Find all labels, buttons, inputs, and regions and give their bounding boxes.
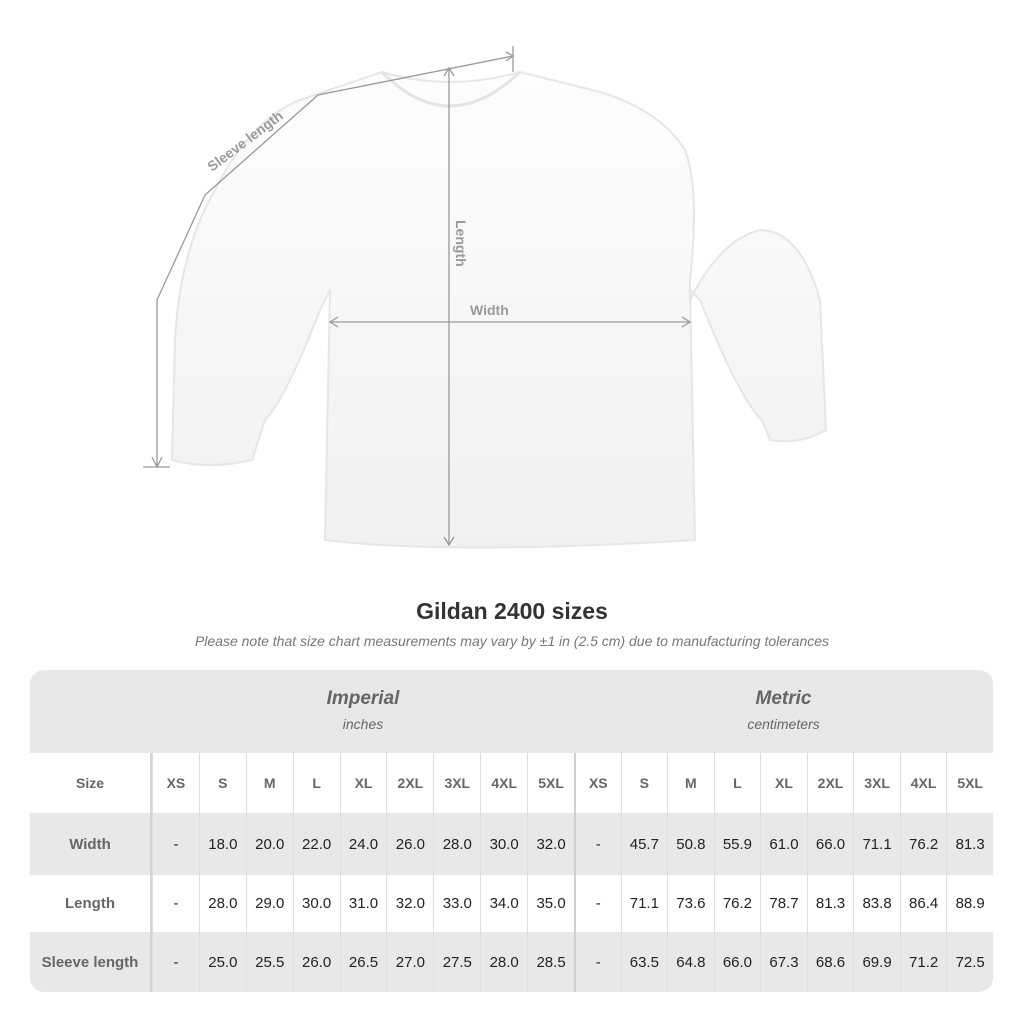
metric-value: 61.0 bbox=[760, 813, 807, 875]
row-label: Length bbox=[30, 875, 152, 932]
imperial-value: 26.5 bbox=[339, 932, 387, 992]
metric-value: 76.2 bbox=[899, 813, 947, 875]
imperial-size-header: 3XL bbox=[433, 753, 480, 813]
metric-unit: centimeters bbox=[747, 716, 820, 732]
imperial-value: 18.0 bbox=[198, 813, 246, 875]
imperial-value: 28.0 bbox=[198, 875, 246, 932]
metric-value: 68.6 bbox=[806, 932, 854, 992]
imperial-value: 28.0 bbox=[433, 813, 480, 875]
imperial-group-header: Imperial inches bbox=[152, 688, 574, 732]
imperial-value: 33.0 bbox=[433, 875, 480, 932]
table-header-band bbox=[30, 670, 993, 753]
metric-value: - bbox=[574, 875, 621, 932]
imperial-value: 28.5 bbox=[527, 932, 574, 992]
metric-size-header: 4XL bbox=[899, 753, 947, 813]
metric-value: 66.0 bbox=[806, 813, 854, 875]
row-label: Size bbox=[30, 753, 152, 813]
metric-value: 81.3 bbox=[806, 875, 854, 932]
width-label: Width bbox=[470, 302, 509, 318]
imperial-value: 27.5 bbox=[433, 932, 480, 992]
shirt-collar bbox=[380, 70, 522, 108]
metric-size-header: 2XL bbox=[806, 753, 854, 813]
imperial-title: Imperial bbox=[326, 688, 400, 709]
metric-value: 78.7 bbox=[760, 875, 807, 932]
metric-value: 45.7 bbox=[620, 813, 668, 875]
length-label: Length bbox=[453, 220, 469, 267]
imperial-value: 32.0 bbox=[527, 813, 574, 875]
metric-value: 72.5 bbox=[946, 932, 993, 992]
metric-value: 63.5 bbox=[620, 932, 668, 992]
metric-size-header: M bbox=[667, 753, 714, 813]
imperial-value: 29.0 bbox=[245, 875, 293, 932]
imperial-value: 31.0 bbox=[339, 875, 387, 932]
imperial-size-header: L bbox=[292, 753, 340, 813]
metric-value: 67.3 bbox=[760, 932, 807, 992]
imperial-value: 35.0 bbox=[527, 875, 574, 932]
metric-value: 71.1 bbox=[620, 875, 668, 932]
row-label: Sleeve length bbox=[30, 932, 152, 992]
metric-size-header: L bbox=[713, 753, 761, 813]
metric-value: - bbox=[574, 932, 621, 992]
imperial-value: 25.0 bbox=[198, 932, 246, 992]
metric-value: 64.8 bbox=[667, 932, 714, 992]
metric-value: 83.8 bbox=[853, 875, 900, 932]
metric-value: 71.1 bbox=[853, 813, 900, 875]
shirt-body bbox=[170, 70, 828, 549]
metric-title: Metric bbox=[755, 688, 812, 709]
table-row: Width -18.0 20.0 22.0 24.0 26.0 28.0 30.0 32.0-4… bbox=[30, 813, 993, 875]
imperial-value: 28.0 bbox=[480, 932, 527, 992]
imperial-value: 22.0 bbox=[292, 813, 340, 875]
imperial-value: 30.0 bbox=[480, 813, 527, 875]
sleeve-length-line bbox=[156, 55, 514, 467]
metric-size-header: 5XL bbox=[946, 753, 993, 813]
metric-value: 76.2 bbox=[713, 875, 761, 932]
metric-value: 86.4 bbox=[899, 875, 947, 932]
shirt-diagram: Sleeve length Length Width bbox=[143, 46, 828, 549]
imperial-value: - bbox=[152, 813, 199, 875]
metric-value: 88.9 bbox=[946, 875, 993, 932]
imperial-value: 30.0 bbox=[292, 875, 340, 932]
imperial-size-header: XS bbox=[152, 753, 199, 813]
row-label: Width bbox=[30, 813, 152, 875]
imperial-value: 26.0 bbox=[292, 932, 340, 992]
imperial-value: 20.0 bbox=[245, 813, 293, 875]
imperial-size-header: S bbox=[198, 753, 246, 813]
metric-value: 69.9 bbox=[853, 932, 900, 992]
size-table: Imperial inches Metric centimeters Size X… bbox=[30, 670, 993, 992]
table-row: Length -28.0 29.0 30.0 31.0 32.0 33.0 34.0 35.0-… bbox=[30, 875, 993, 932]
metric-size-header: XS bbox=[574, 753, 621, 813]
imperial-value: 27.0 bbox=[386, 932, 433, 992]
imperial-size-header: XL bbox=[339, 753, 387, 813]
page-title: Gildan 2400 sizes bbox=[416, 598, 608, 624]
imperial-value: - bbox=[152, 932, 199, 992]
imperial-size-header: M bbox=[245, 753, 293, 813]
tolerance-note: Please note that size chart measurements… bbox=[194, 633, 830, 649]
metric-value: 66.0 bbox=[713, 932, 761, 992]
metric-value: 50.8 bbox=[667, 813, 714, 875]
metric-value: - bbox=[574, 813, 621, 875]
metric-value: 73.6 bbox=[667, 875, 714, 932]
table-row: Sleeve length -25.0 25.5 26.0 26.5 27.0 27.5 28… bbox=[30, 932, 993, 992]
metric-group-header: Metric centimeters bbox=[574, 688, 993, 732]
metric-value: 81.3 bbox=[946, 813, 993, 875]
imperial-value: 34.0 bbox=[480, 875, 527, 932]
imperial-value: - bbox=[152, 875, 199, 932]
imperial-size-header: 2XL bbox=[386, 753, 433, 813]
imperial-value: 32.0 bbox=[386, 875, 433, 932]
imperial-value: 24.0 bbox=[339, 813, 387, 875]
size-header-row: Size XS S M L XL 2XL 3XL 4XL 5XL XS S M L XL 2XL 3XL 4XL 5… bbox=[30, 753, 993, 813]
metric-size-header: S bbox=[620, 753, 668, 813]
imperial-unit: inches bbox=[342, 716, 384, 732]
imperial-size-header: 5XL bbox=[527, 753, 574, 813]
metric-size-header: 3XL bbox=[853, 753, 900, 813]
metric-size-header: XL bbox=[760, 753, 807, 813]
imperial-value: 25.5 bbox=[245, 932, 293, 992]
imperial-value: 26.0 bbox=[386, 813, 433, 875]
imperial-size-header: 4XL bbox=[480, 753, 527, 813]
metric-value: 55.9 bbox=[713, 813, 761, 875]
metric-value: 71.2 bbox=[899, 932, 947, 992]
